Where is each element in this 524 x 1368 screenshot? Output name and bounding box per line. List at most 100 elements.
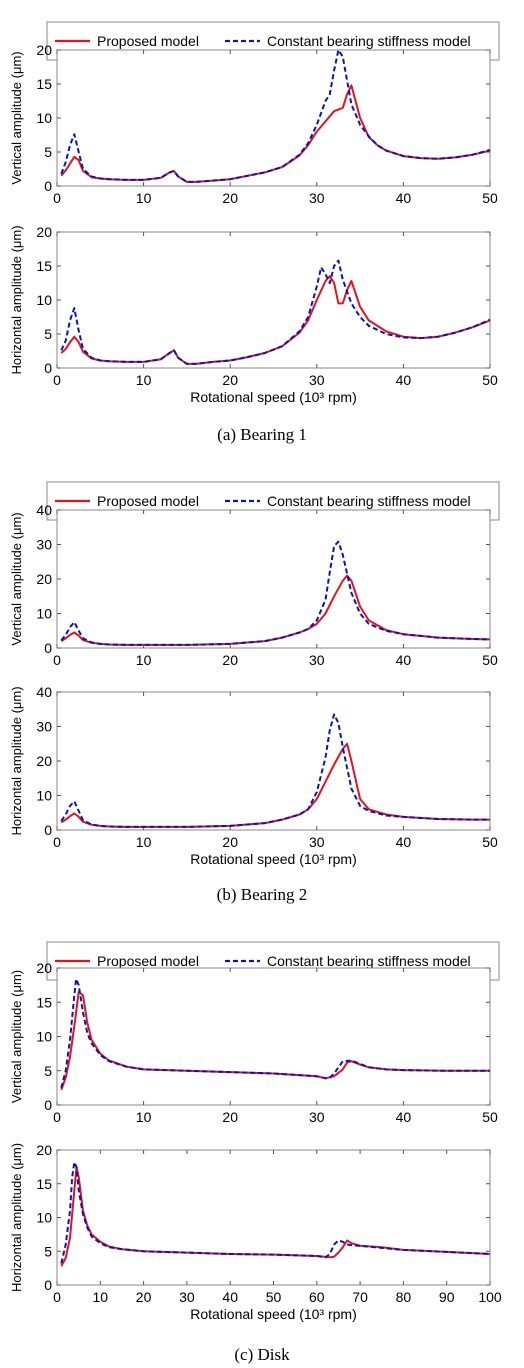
x-axis-label: Rotational speed (10³ rpm) — [190, 389, 357, 405]
x-tick-label: 0 — [53, 1289, 61, 1305]
x-tick-label: 90 — [439, 1289, 455, 1305]
x-tick-label: 20 — [136, 1289, 152, 1305]
y-tick-label: 10 — [36, 110, 52, 126]
y-tick-label: 20 — [36, 224, 52, 240]
y-tick-label: 20 — [36, 753, 52, 769]
x-tick-label: 10 — [136, 190, 152, 206]
x-tick-label: 0 — [53, 190, 61, 206]
x-tick-label: 50 — [266, 1289, 282, 1305]
y-axis-label: Horizontal amplitude (μm) — [9, 225, 24, 374]
x-tick-label: 100 — [478, 1289, 502, 1305]
x-tick-label: 20 — [222, 652, 238, 668]
y-tick-label: 10 — [36, 788, 52, 804]
y-tick-label: 5 — [44, 326, 52, 342]
x-tick-label: 20 — [222, 372, 238, 388]
caption-disk: (c) Disk — [234, 1345, 290, 1364]
x-tick-label: 0 — [53, 1109, 61, 1125]
y-tick-label: 20 — [36, 1142, 52, 1158]
y-tick-label: 0 — [44, 360, 52, 376]
y-tick-label: 0 — [44, 640, 52, 656]
x-tick-label: 40 — [396, 190, 412, 206]
y-axis-label: Horizontal amplitude (μm) — [9, 686, 24, 835]
y-tick-label: 0 — [44, 822, 52, 838]
chart-bearing-2-horizontal: 0 10 20 30 40 50 0 10 20 30 40 Horizontal amplitude… — [9, 684, 498, 867]
x-tick-label: 80 — [396, 1289, 412, 1305]
x-axis-label: Rotational speed (10³ rpm) — [190, 851, 357, 867]
x-tick-label: 70 — [352, 1289, 368, 1305]
x-tick-label: 50 — [482, 190, 498, 206]
x-tick-label: 20 — [222, 834, 238, 850]
x-tick-label: 30 — [309, 372, 325, 388]
x-tick-label: 10 — [136, 652, 152, 668]
y-axis-label: Vertical amplitude (μm) — [9, 51, 24, 184]
y-tick-label: 0 — [44, 1097, 52, 1113]
y-tick-label: 15 — [36, 994, 52, 1010]
y-axis-label: Horizontal amplitude (μm) — [9, 1143, 24, 1292]
y-tick-label: 5 — [44, 144, 52, 160]
x-tick-label: 40 — [222, 1289, 238, 1305]
chart-bearing-2-vertical: 0 10 20 30 40 50 0 10 20 30 40 Vertical amplitude (… — [9, 502, 498, 668]
caption-bearing-2: (b) Bearing 2 — [217, 885, 308, 904]
chart-disk-vertical: 0 10 20 30 40 50 0 5 10 15 20 Vertical amplitude (μ… — [9, 960, 498, 1125]
plot-frame — [56, 967, 491, 1106]
legend-label-proposed: Proposed model — [97, 953, 199, 969]
y-tick-label: 5 — [44, 1063, 52, 1079]
y-tick-label: 40 — [36, 684, 52, 700]
legend-label-constant: Constant bearing stiffness model — [267, 33, 471, 49]
chart-bearing-1-vertical: 0 10 20 30 40 50 0 5 10 15 20 Vertical amplitude (μ… — [9, 42, 498, 206]
x-tick-label: 0 — [53, 652, 61, 668]
y-tick-label: 5 — [44, 1243, 52, 1259]
y-axis-label: Vertical amplitude (μm) — [9, 512, 24, 645]
x-tick-label: 20 — [222, 190, 238, 206]
series-line-constant — [60, 978, 490, 1089]
series-line-constant — [60, 259, 491, 365]
y-tick-label: 10 — [36, 1210, 52, 1226]
series-line-constant — [60, 540, 491, 646]
chart-bearing-1-horizontal: 0 10 20 30 40 50 0 5 10 15 20 Horizontal amplitude … — [9, 224, 498, 405]
y-tick-label: 15 — [36, 76, 52, 92]
legend-label-constant: Constant bearing stiffness model — [267, 953, 471, 969]
plot-frame — [56, 691, 491, 831]
y-tick-label: 20 — [36, 960, 52, 976]
x-tick-label: 10 — [93, 1289, 109, 1305]
x-tick-label: 40 — [396, 652, 412, 668]
legend-label-proposed: Proposed model — [97, 493, 199, 509]
y-tick-label: 20 — [36, 42, 52, 58]
y-tick-label: 40 — [36, 502, 52, 518]
x-tick-label: 30 — [309, 834, 325, 850]
y-tick-label: 30 — [36, 719, 52, 735]
y-axis-label: Vertical amplitude (μm) — [9, 970, 24, 1103]
y-tick-label: 0 — [44, 1277, 52, 1293]
plot-frame — [56, 1149, 491, 1286]
series-line-constant — [60, 1161, 491, 1264]
y-tick-label: 0 — [44, 178, 52, 194]
legend-label-constant: Constant bearing stiffness model — [267, 493, 471, 509]
y-tick-label: 10 — [36, 606, 52, 622]
x-tick-label: 20 — [222, 1109, 238, 1125]
y-tick-label: 15 — [36, 1176, 52, 1192]
legend-label-proposed: Proposed model — [97, 33, 199, 49]
x-tick-label: 50 — [482, 372, 498, 388]
plot-frame — [56, 49, 491, 187]
x-tick-label: 50 — [482, 1109, 498, 1125]
series-line-constant — [60, 49, 491, 183]
x-tick-label: 30 — [309, 190, 325, 206]
plot-frame — [56, 231, 491, 369]
y-tick-label: 10 — [36, 1029, 52, 1045]
x-tick-label: 30 — [309, 1109, 325, 1125]
y-tick-label: 20 — [36, 571, 52, 587]
x-tick-label: 10 — [136, 834, 152, 850]
x-tick-label: 50 — [482, 652, 498, 668]
x-tick-label: 30 — [309, 652, 325, 668]
x-tick-label: 60 — [309, 1289, 325, 1305]
x-tick-label: 0 — [53, 372, 61, 388]
caption-bearing-1: (a) Bearing 1 — [217, 425, 307, 444]
y-tick-label: 30 — [36, 537, 52, 553]
y-tick-label: 15 — [36, 258, 52, 274]
x-tick-label: 30 — [179, 1289, 195, 1305]
x-tick-label: 0 — [53, 834, 61, 850]
plot-frame — [56, 509, 491, 649]
series-line-constant — [60, 713, 490, 828]
y-tick-label: 10 — [36, 292, 52, 308]
